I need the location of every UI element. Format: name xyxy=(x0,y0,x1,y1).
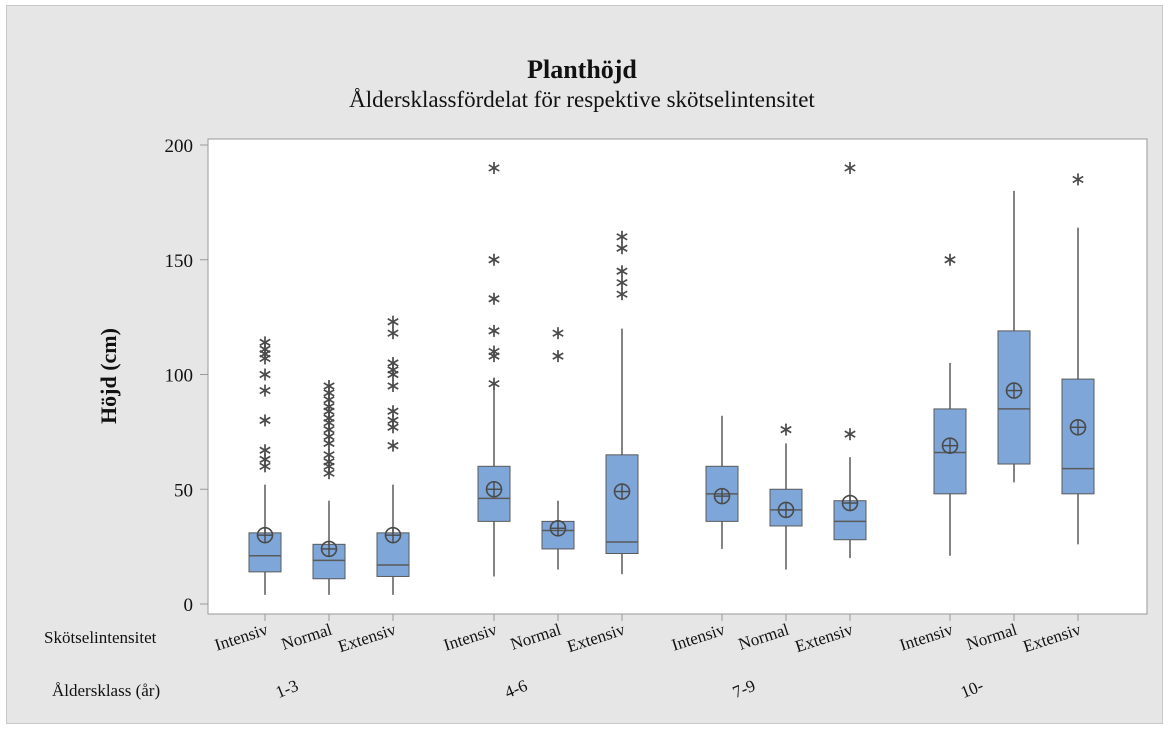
x-tick-label: Normal xyxy=(736,620,792,654)
outlier-point xyxy=(1072,173,1084,186)
outlier-point xyxy=(844,428,856,441)
outlier-point xyxy=(488,161,500,174)
outlier-point xyxy=(259,368,271,381)
box-4-6-intensiv xyxy=(477,161,511,577)
x-row-label-inner: Skötselintensitet xyxy=(44,628,157,647)
outlier-point xyxy=(616,288,628,301)
y-axis-label: Höjd (cm) xyxy=(96,328,121,424)
iqr-box xyxy=(605,454,639,555)
outlier-point xyxy=(387,327,399,340)
box-1-3-normal xyxy=(312,379,346,595)
outlier-point xyxy=(387,379,399,392)
box-4-6-normal xyxy=(541,327,575,570)
y-tick-label: 200 xyxy=(165,136,194,157)
x-tick-label: Intensiv xyxy=(212,620,270,655)
boxplot-chart: Planthöjd Åldersklassfördelat för respek… xyxy=(44,55,1148,702)
box-7-9-extensiv xyxy=(833,161,867,559)
box-10--extensiv xyxy=(1061,173,1095,545)
x-tick-label: Extensiv xyxy=(1021,620,1084,657)
box-1-3-extensiv xyxy=(376,315,410,595)
y-tick-label: 50 xyxy=(174,480,193,501)
group-label: 7-9 xyxy=(730,676,758,702)
x-tick-label: Extensiv xyxy=(336,620,399,657)
outlier-point xyxy=(259,444,271,457)
outlier-point xyxy=(616,242,628,255)
x-axis: Intensiv Normal Extensiv Intensiv Normal Exte… xyxy=(212,614,1084,702)
box-10--intensiv xyxy=(933,253,967,556)
outlier-point xyxy=(488,253,500,266)
outlier-point xyxy=(323,448,335,461)
outlier-point xyxy=(616,230,628,243)
outlier-point xyxy=(387,315,399,328)
outlier-point xyxy=(387,405,399,418)
outlier-point xyxy=(780,423,792,436)
outlier-point xyxy=(488,377,500,390)
x-tick-label: Intensiv xyxy=(441,620,499,655)
box-7-9-intensiv xyxy=(705,415,739,549)
box-10--normal xyxy=(997,190,1031,483)
outlier-point xyxy=(387,439,399,452)
outlier-point xyxy=(552,350,564,363)
y-tick-label: 150 xyxy=(165,251,194,272)
chart-subtitle: Åldersklassfördelat för respektive sköts… xyxy=(349,87,815,112)
box-1-3-intensiv xyxy=(248,336,282,595)
x-tick-label: Normal xyxy=(508,620,564,654)
x-row-label-outer: Åldersklass (år) xyxy=(52,681,160,700)
outlier-point xyxy=(944,253,956,266)
outlier-point xyxy=(552,327,564,340)
x-tick-label: Intensiv xyxy=(897,620,955,655)
y-tick-label: 100 xyxy=(165,366,194,387)
group-label: 1-3 xyxy=(273,676,301,702)
x-tick-label: Extensiv xyxy=(565,620,628,657)
outlier-point xyxy=(387,357,399,370)
group-label: 4-6 xyxy=(502,676,530,702)
outlier-point xyxy=(259,384,271,397)
chart-frame: Planthöjd Åldersklassfördelat för respek… xyxy=(6,5,1163,724)
x-tick-label: Normal xyxy=(964,620,1020,654)
box-4-6-extensiv xyxy=(605,230,639,575)
outlier-point xyxy=(488,324,500,337)
outlier-point xyxy=(616,276,628,289)
outlier-point xyxy=(259,414,271,427)
y-axis: 0 50 100 150 200 xyxy=(165,136,208,616)
plot-area xyxy=(207,138,1148,615)
box-7-9-normal xyxy=(769,423,803,570)
boxes-layer xyxy=(248,161,1095,595)
x-tick-label: Normal xyxy=(279,620,335,654)
outlier-point xyxy=(323,379,335,392)
outlier-point xyxy=(616,265,628,278)
group-label: 10- xyxy=(958,676,986,702)
outlier-point xyxy=(488,292,500,305)
iqr-box xyxy=(1061,378,1095,495)
chart-title: Planthöjd xyxy=(527,55,637,84)
outlier-point xyxy=(488,345,500,358)
iqr-box xyxy=(312,543,346,580)
x-tick-label: Intensiv xyxy=(669,620,727,655)
outlier-point xyxy=(844,161,856,174)
y-tick-label: 0 xyxy=(184,595,194,616)
x-tick-label: Extensiv xyxy=(793,620,856,657)
outlier-point xyxy=(259,336,271,349)
